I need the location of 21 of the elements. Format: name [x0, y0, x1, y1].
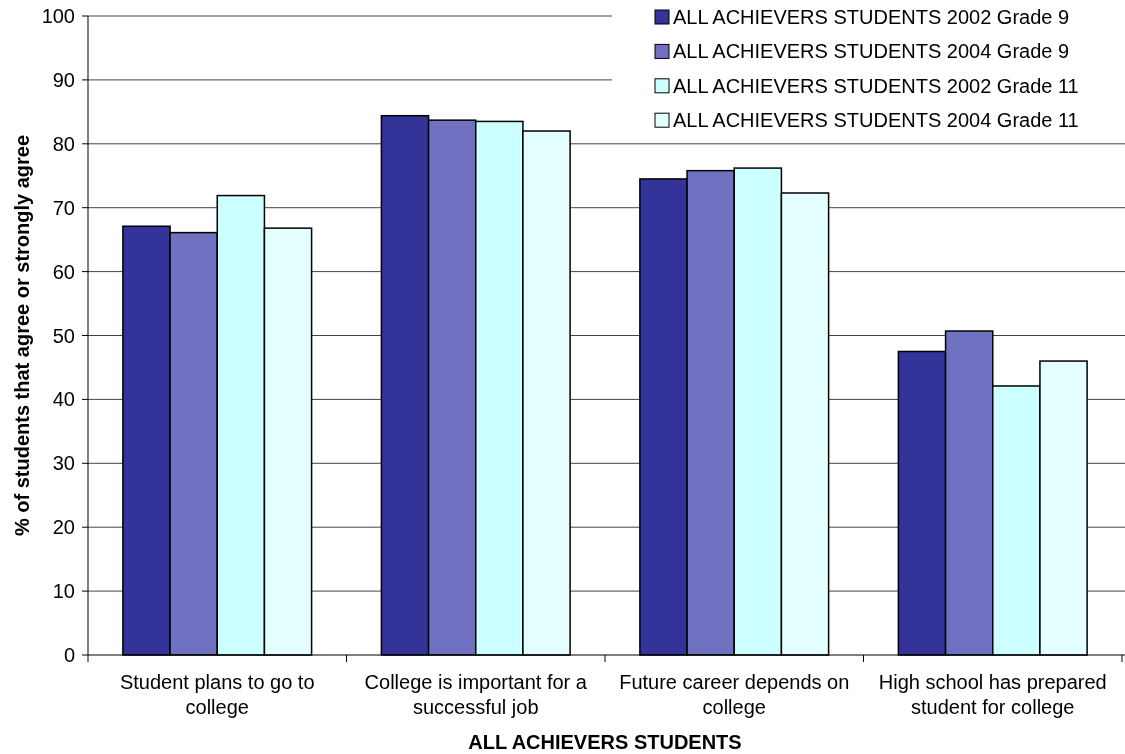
- x-axis-title: ALL ACHIEVERS STUDENTS: [468, 731, 742, 753]
- y-tick-label: 70: [52, 196, 75, 219]
- y-axis-title: % of students that agree or strongly agree: [11, 134, 33, 537]
- x-tick-label: Student plans to go to college: [119, 671, 315, 718]
- y-tick-label: 10: [52, 580, 75, 603]
- y-tick-label: 90: [52, 68, 75, 91]
- y-tick-label: 20: [52, 516, 75, 539]
- legend-label: ALL ACHIEVERS STUDENTS 2004 Grade 9: [673, 40, 1070, 63]
- y-tick-label: 40: [52, 388, 75, 411]
- legend-label: ALL ACHIEVERS STUDENTS 2004 Grade 11: [673, 109, 1079, 132]
- legend-label: ALL ACHIEVERS STUDENTS 2002 Grade 11: [673, 74, 1079, 97]
- y-tick-label: 100: [41, 5, 75, 27]
- x-tick-label: High school has prepared student for college: [878, 671, 1107, 718]
- y-tick-label: 60: [52, 260, 75, 283]
- y-tick-label: 80: [52, 132, 75, 155]
- y-tick-label: 30: [52, 452, 75, 475]
- x-tick-label: College is important for a successful job: [364, 671, 588, 718]
- legend-label: ALL ACHIEVERS STUDENTS 2002 Grade 9: [673, 6, 1070, 28]
- x-tick-label: Future career depends on college: [619, 671, 850, 718]
- y-tick-label: 0: [63, 644, 75, 666]
- y-tick-label: 50: [52, 324, 75, 347]
